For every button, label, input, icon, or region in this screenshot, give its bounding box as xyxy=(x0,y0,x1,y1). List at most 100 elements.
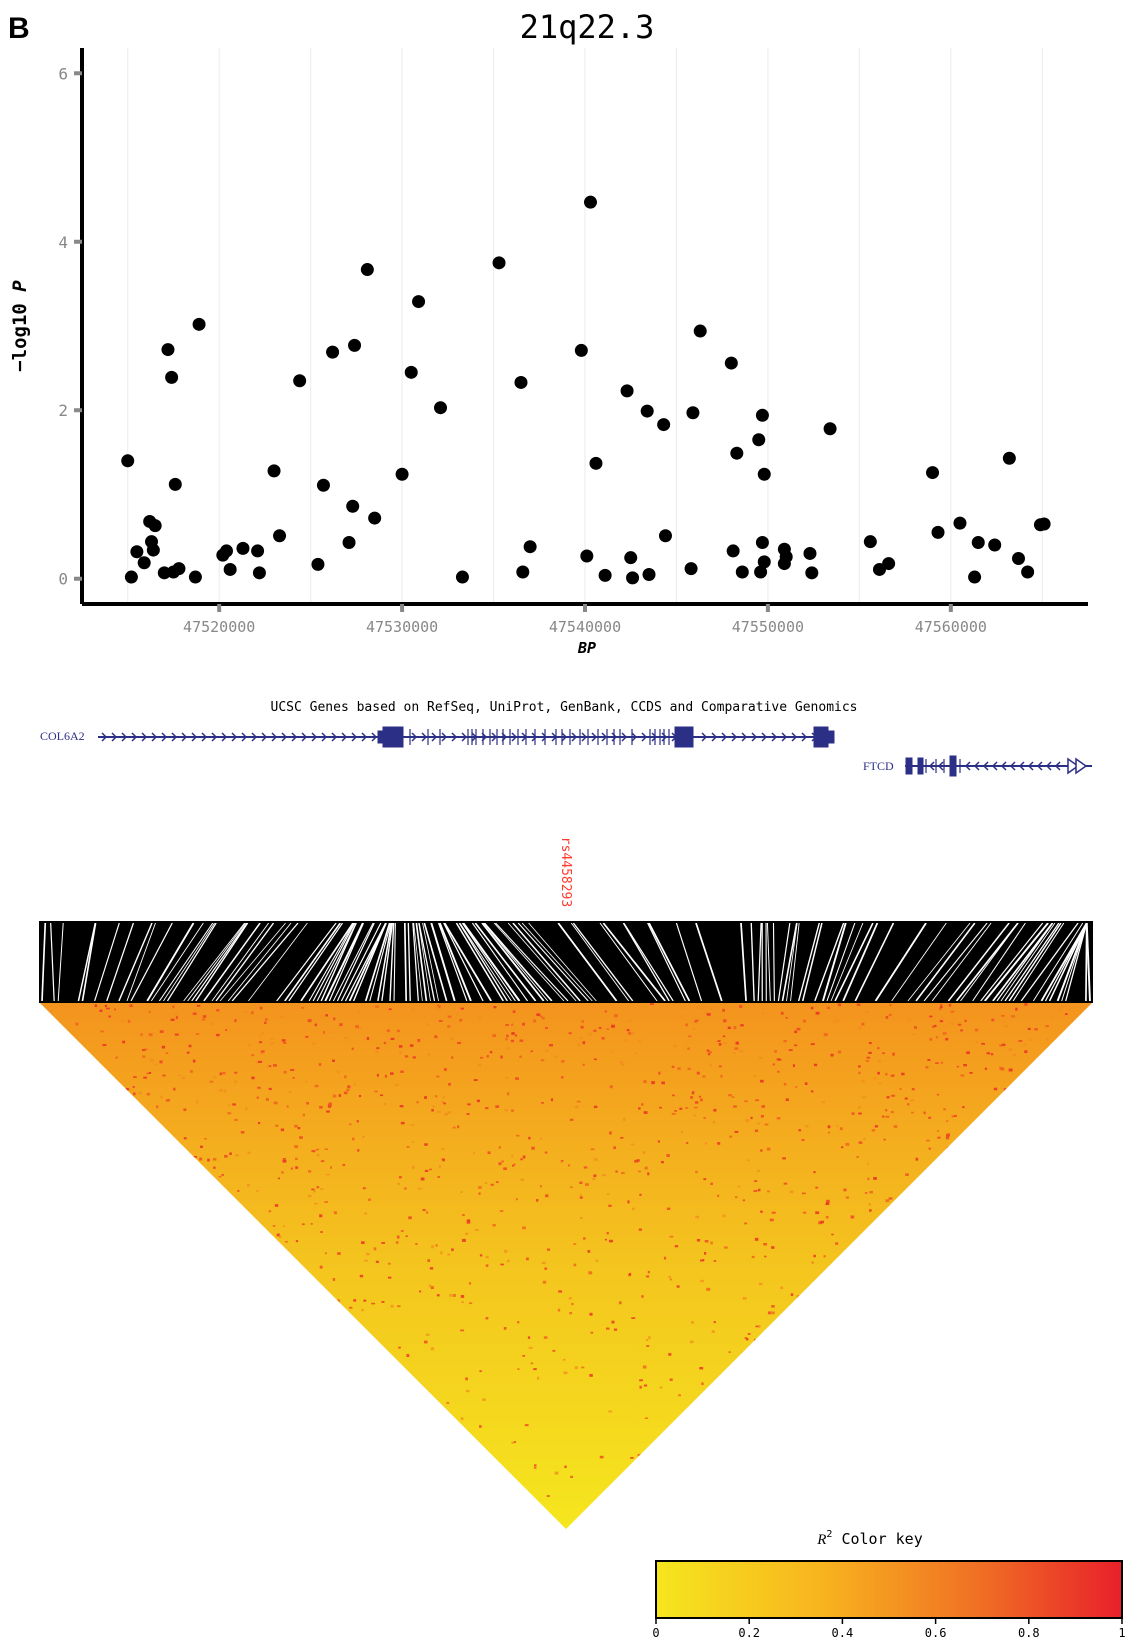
data-point xyxy=(161,343,175,357)
data-point xyxy=(404,365,418,379)
data-point xyxy=(1021,565,1035,579)
data-point xyxy=(779,550,793,564)
data-point xyxy=(658,529,672,543)
y-axis-label-italic: P xyxy=(9,280,31,292)
y-axis-label: −log10 P xyxy=(9,280,31,372)
data-point xyxy=(1002,451,1016,465)
data-point xyxy=(342,536,356,550)
data-point xyxy=(412,295,426,309)
data-point xyxy=(684,562,698,576)
color-key-tick-label: 0 xyxy=(652,1626,659,1640)
data-point xyxy=(316,478,330,492)
color-key-title-rest: Color key xyxy=(832,1530,922,1548)
data-point xyxy=(657,418,671,432)
color-key-title: R2 Color key xyxy=(816,1529,923,1548)
data-points xyxy=(121,195,1051,585)
y-tick-label: 4 xyxy=(58,233,68,252)
data-point xyxy=(130,545,144,559)
data-point xyxy=(168,477,182,491)
gene-model-col6a2 xyxy=(98,726,835,748)
data-point xyxy=(267,464,281,478)
y-axis-label-prefix: −log10 xyxy=(9,292,31,372)
gridlines xyxy=(127,48,1043,604)
data-point xyxy=(863,535,877,549)
y-tick-label: 0 xyxy=(58,570,68,589)
x-axis-label: BP xyxy=(577,639,596,657)
data-point xyxy=(805,566,819,580)
data-point xyxy=(953,516,967,530)
data-point xyxy=(988,538,1002,552)
color-key-tick-label: 0.4 xyxy=(832,1626,854,1640)
data-point xyxy=(395,467,409,481)
data-point xyxy=(455,570,469,584)
snp-label: rs4458293 xyxy=(558,837,573,907)
color-key-tick-label: 0.6 xyxy=(925,1626,947,1640)
x-tick-label: 47530000 xyxy=(366,618,438,636)
data-point xyxy=(583,195,597,209)
data-point xyxy=(326,345,340,359)
data-point xyxy=(311,557,325,571)
data-point xyxy=(968,570,982,584)
data-point xyxy=(252,566,266,580)
data-point xyxy=(726,544,740,558)
data-point xyxy=(757,467,771,481)
data-point xyxy=(598,568,612,582)
data-point xyxy=(223,562,237,576)
data-point xyxy=(757,555,771,569)
data-point xyxy=(188,570,202,584)
x-ticks: 47520000 47530000 47540000 47550000 47560000 xyxy=(183,604,987,636)
data-point xyxy=(823,422,837,436)
data-point xyxy=(752,433,766,447)
data-point xyxy=(192,317,206,331)
data-point xyxy=(574,343,588,357)
data-point xyxy=(434,401,448,415)
data-point xyxy=(589,456,603,470)
data-point xyxy=(755,536,769,550)
color-key-title-superscript: 2 xyxy=(826,1529,832,1540)
data-point xyxy=(693,324,707,338)
data-point xyxy=(1037,517,1051,531)
data-point xyxy=(642,568,656,582)
data-point xyxy=(724,356,738,370)
data-point xyxy=(124,570,138,584)
data-point xyxy=(754,565,768,579)
x-tick-label: 47560000 xyxy=(915,618,987,636)
data-point xyxy=(735,565,749,579)
color-key: R2 Color key 0 0.2 0.4 0.6 0.8 1 xyxy=(652,1529,1125,1640)
data-point xyxy=(516,565,530,579)
data-point xyxy=(165,370,179,384)
gene-model-ftcd xyxy=(905,755,1092,777)
data-point xyxy=(219,544,233,558)
data-point xyxy=(931,525,945,539)
color-key-tick-label: 0.2 xyxy=(738,1626,760,1640)
data-point xyxy=(1011,552,1025,566)
data-point xyxy=(686,406,700,420)
data-point xyxy=(172,562,186,576)
data-point xyxy=(146,543,160,557)
chart-title: 21q22.3 xyxy=(520,8,655,46)
snp-position-map xyxy=(39,921,1093,1003)
data-point xyxy=(624,551,638,565)
data-point xyxy=(926,466,940,480)
gene-label-col6a2: COL6A2 xyxy=(40,729,85,743)
x-tick-label: 47540000 xyxy=(549,618,621,636)
x-tick-label: 47550000 xyxy=(732,618,804,636)
data-point xyxy=(882,557,896,571)
gene-track-title: UCSC Genes based on RefSeq, UniProt, Gen… xyxy=(271,700,858,715)
data-point xyxy=(360,263,374,277)
data-point xyxy=(803,546,817,560)
data-point xyxy=(137,556,151,570)
data-point xyxy=(121,454,135,468)
data-point xyxy=(148,519,162,533)
data-point xyxy=(251,544,265,558)
y-ticks: 0 2 4 6 xyxy=(58,64,82,589)
panel-letter: B xyxy=(8,12,30,45)
data-point xyxy=(368,511,382,525)
data-point xyxy=(971,536,985,550)
data-point xyxy=(346,499,360,513)
data-point xyxy=(523,540,537,554)
data-point xyxy=(755,408,769,422)
ld-heatmap xyxy=(40,1003,1092,1529)
gene-track: UCSC Genes based on RefSeq, UniProt, Gen… xyxy=(40,700,1092,777)
